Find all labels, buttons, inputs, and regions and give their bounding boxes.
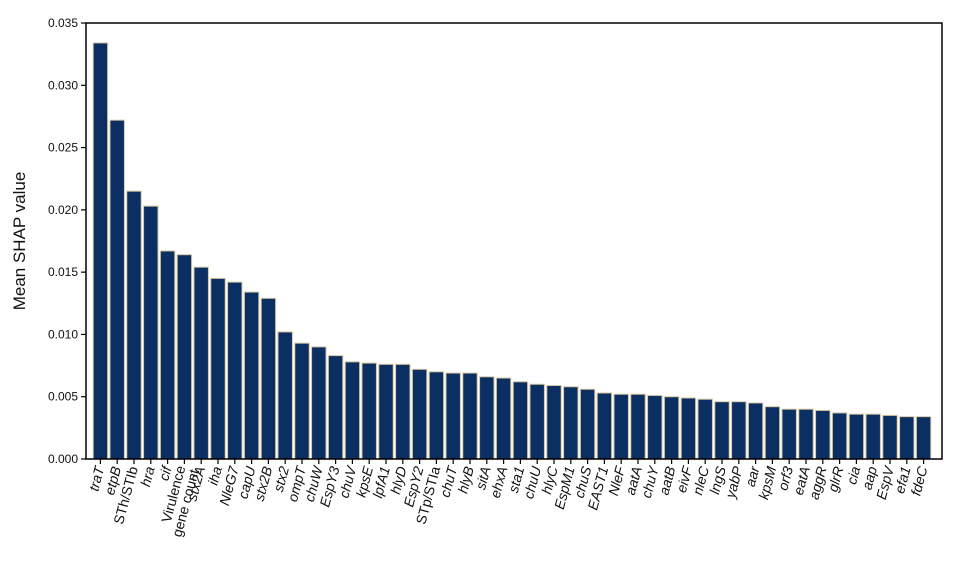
y-tick-label: 0.030 xyxy=(48,78,78,92)
x-tick-label: sitA xyxy=(472,465,493,492)
x-tick-label: eivF xyxy=(673,463,696,494)
x-tick-label: NleF xyxy=(605,463,628,497)
x-tick-label: hlyB xyxy=(454,465,477,495)
bar xyxy=(479,376,495,460)
x-tick-label: sta1 xyxy=(505,465,527,495)
x-tick-label: aatB xyxy=(656,465,679,497)
bar xyxy=(227,281,243,460)
bar xyxy=(697,398,713,460)
bar xyxy=(143,205,159,460)
bar xyxy=(277,331,293,460)
bar xyxy=(210,277,226,460)
bar xyxy=(613,393,629,460)
bar xyxy=(260,297,277,460)
bar xyxy=(731,401,747,460)
y-tick-label: 0.035 xyxy=(48,16,78,30)
x-tick-label: nleC xyxy=(689,464,712,497)
x-tick-label: iha xyxy=(205,464,225,486)
bar xyxy=(159,250,176,460)
bar xyxy=(445,372,461,460)
bar xyxy=(193,266,209,460)
bar xyxy=(714,401,730,460)
bar xyxy=(361,362,377,460)
x-tick-label: hlyD xyxy=(387,465,410,496)
x-tick-label: fdeC xyxy=(907,464,930,498)
bar xyxy=(798,408,814,460)
x-tick-label: lpfA1 xyxy=(369,465,393,500)
x-tick-label: lngS xyxy=(706,464,729,496)
bar xyxy=(294,342,310,460)
bar xyxy=(579,388,596,460)
x-tick-label: eatA xyxy=(790,465,813,497)
bar xyxy=(563,386,579,460)
x-tick-label: orf3 xyxy=(774,464,796,492)
x-tick-label: cia xyxy=(843,464,863,486)
bar xyxy=(378,363,394,460)
bar xyxy=(848,413,865,460)
y-tick-label: 0.025 xyxy=(48,141,78,155)
bar xyxy=(882,414,898,460)
bar xyxy=(176,254,193,460)
bar xyxy=(395,363,411,460)
bar xyxy=(529,383,545,460)
bar xyxy=(512,381,529,460)
x-tick-label: traT xyxy=(85,463,107,493)
y-tick-label: 0.010 xyxy=(48,327,78,341)
bar xyxy=(831,412,848,460)
x-tick-label: efa1 xyxy=(891,465,914,495)
bar xyxy=(126,190,142,460)
y-axis: 0.000 0.005 0.010 0.015 0.020 0.025 0.030 0.035 xyxy=(48,16,86,466)
bar xyxy=(815,409,831,460)
bar xyxy=(462,372,478,460)
bar xyxy=(865,413,881,460)
bar xyxy=(747,402,764,460)
y-tick-label: 0.020 xyxy=(48,203,78,217)
bar xyxy=(630,393,646,460)
x-tick-label: hra xyxy=(137,464,158,488)
x-tick-label: kpsE xyxy=(353,464,377,499)
bar xyxy=(680,397,697,460)
bar xyxy=(411,368,428,460)
x-tick-label: aar xyxy=(742,463,763,488)
bar xyxy=(663,396,680,460)
x-tick-label: stx2 xyxy=(270,464,292,493)
y-axis-label: Mean SHAP value xyxy=(10,172,29,311)
y-tick-label: 0.000 xyxy=(48,452,78,466)
bars-group xyxy=(92,42,932,460)
bar xyxy=(92,42,109,460)
bar xyxy=(495,377,512,460)
bar xyxy=(327,355,344,460)
bar xyxy=(311,346,327,460)
bar xyxy=(647,394,663,460)
bar xyxy=(915,416,932,460)
plot-frame xyxy=(85,22,943,460)
bar xyxy=(428,371,445,460)
bar xyxy=(781,408,797,460)
bar xyxy=(899,416,915,460)
x-tick-label: hlyC xyxy=(538,464,561,496)
bar xyxy=(546,385,562,460)
x-tick-label: aap xyxy=(859,464,881,491)
bar xyxy=(596,392,613,460)
y-tick-label: 0.015 xyxy=(48,265,78,279)
bar xyxy=(243,291,260,460)
bar xyxy=(109,119,125,460)
x-tick-label: aatA xyxy=(622,465,645,497)
x-tick-label: ehxA xyxy=(487,465,511,500)
y-tick-label: 0.005 xyxy=(48,390,78,404)
bar xyxy=(344,361,361,460)
bar xyxy=(764,406,781,460)
x-tick-label: etpB xyxy=(101,465,124,497)
x-tick-label: glrR xyxy=(824,465,846,494)
